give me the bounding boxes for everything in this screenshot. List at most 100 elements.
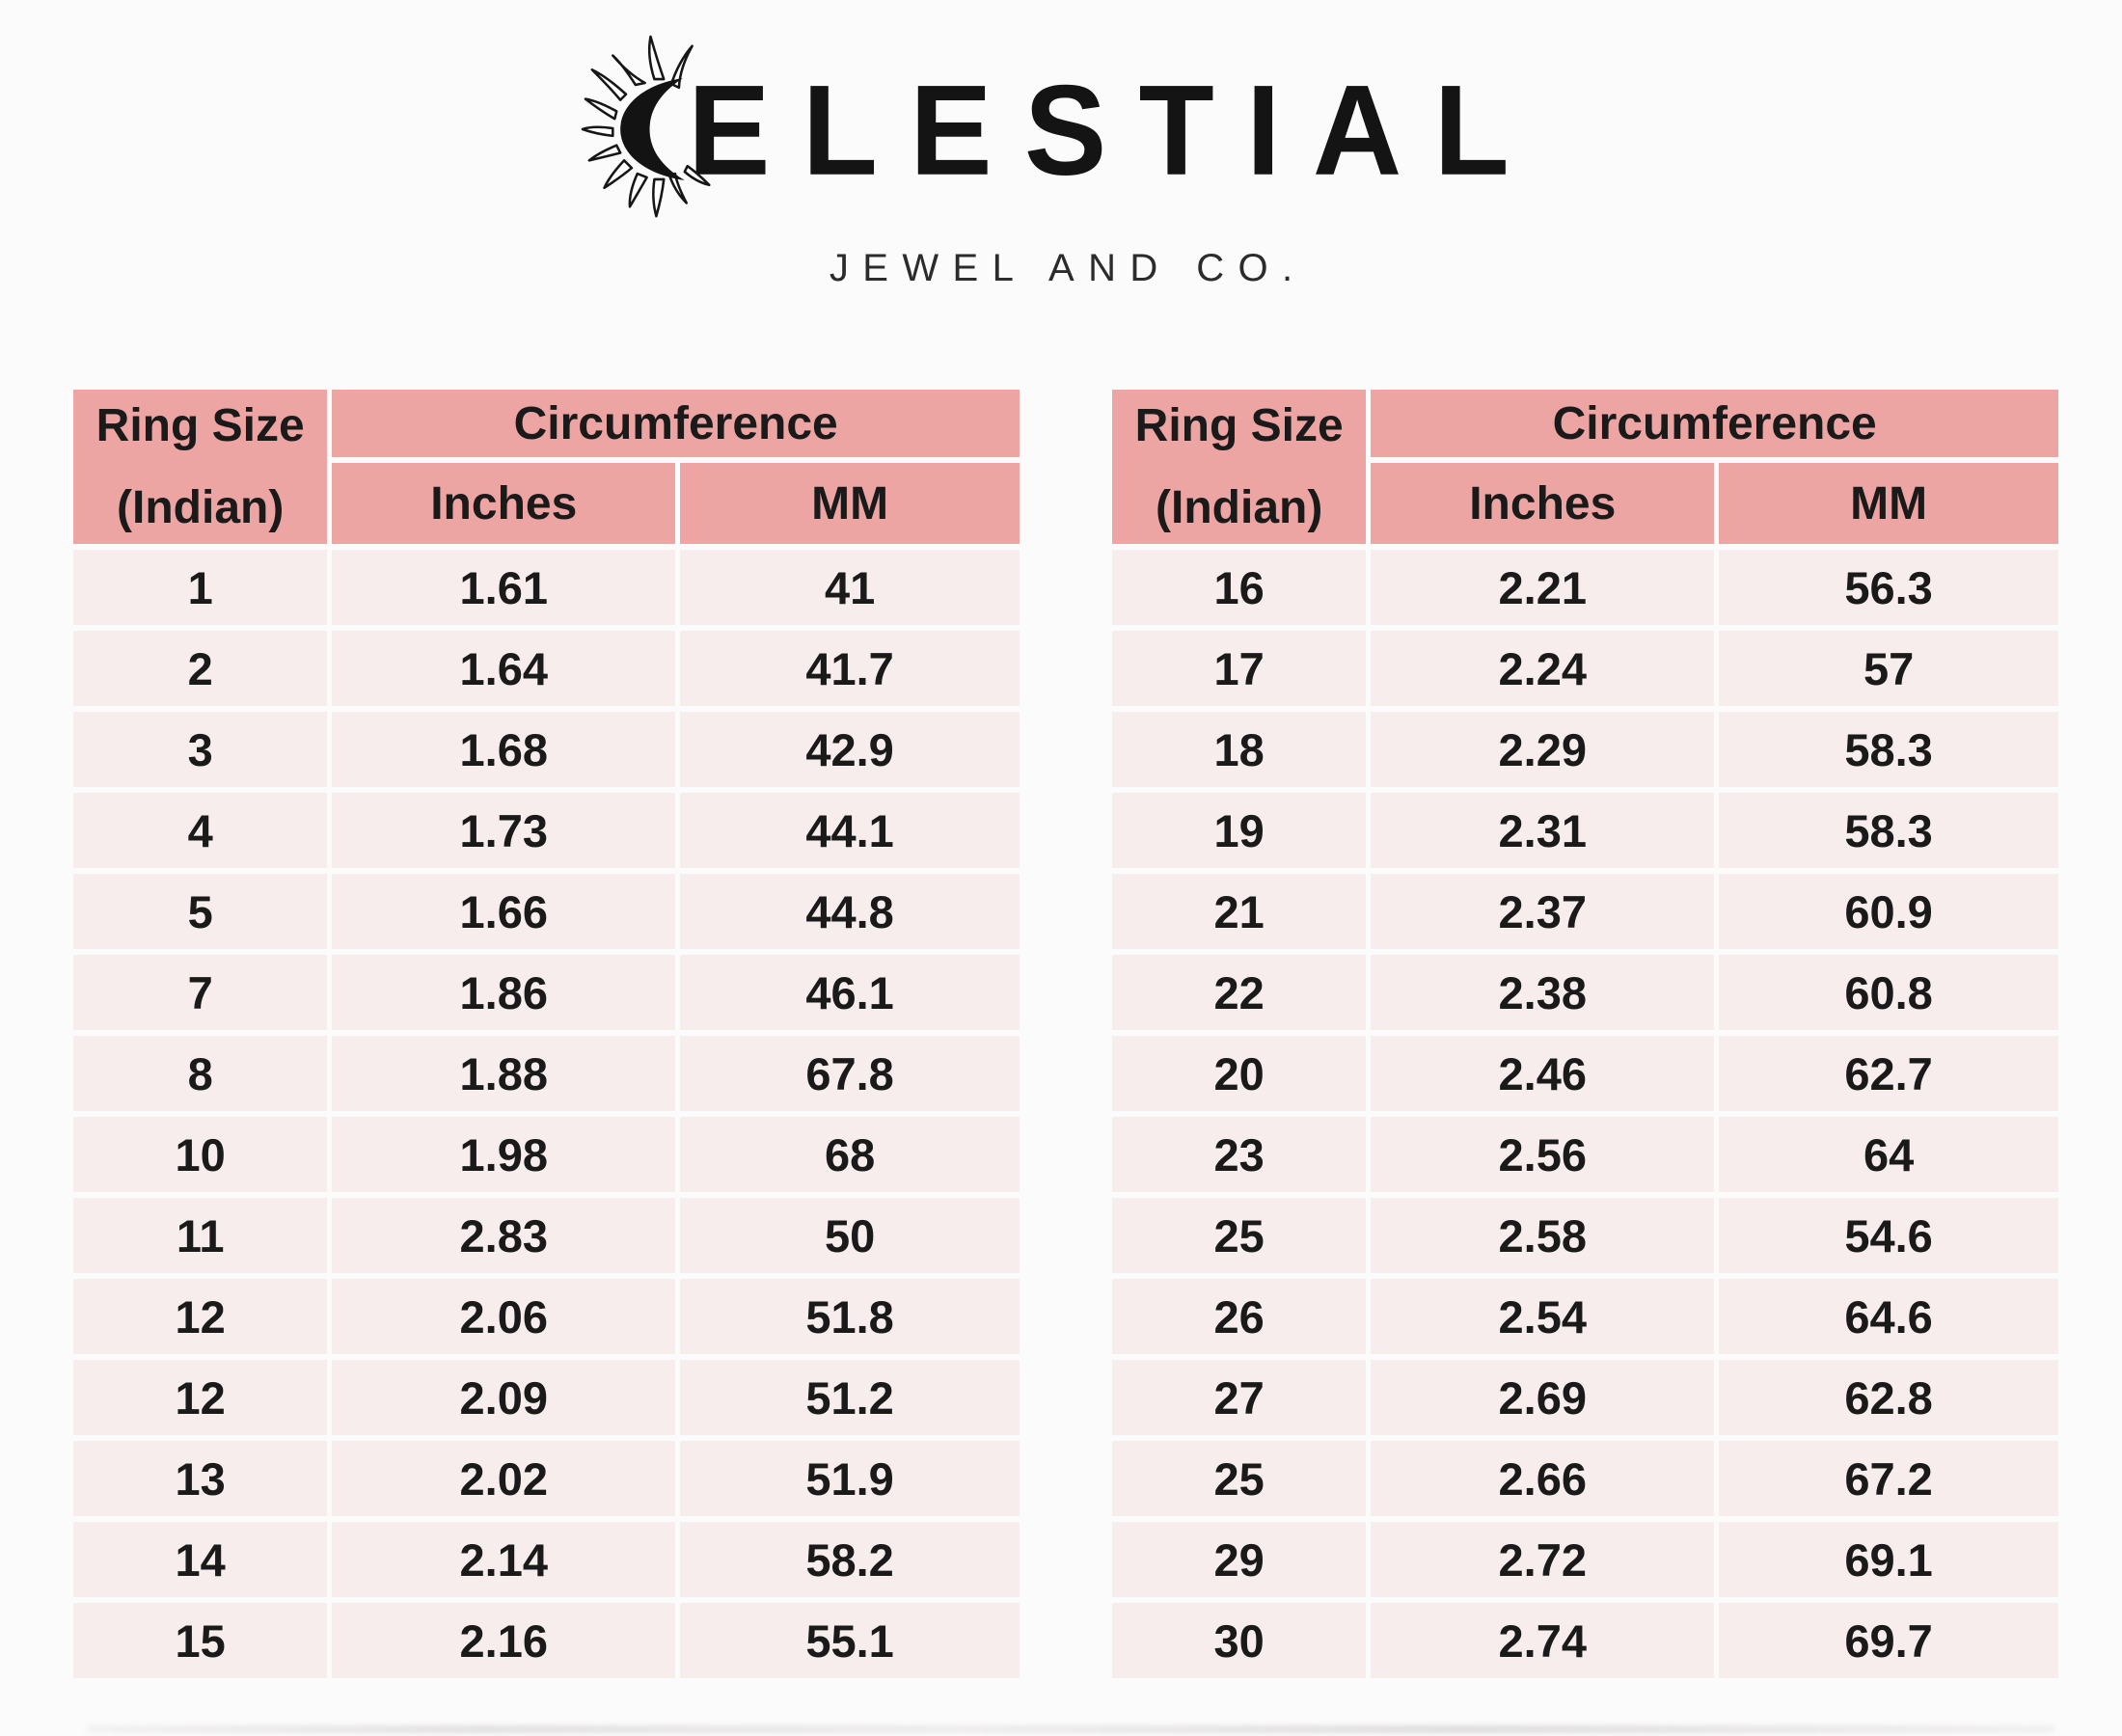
table-row: 19 2.31 58.3	[1112, 793, 2058, 868]
inches-cell: 1.64	[332, 631, 676, 706]
table-row: 1 1.61 41	[73, 550, 1020, 625]
inches-cell: 2.29	[1371, 712, 1715, 787]
ring-size-cell: 29	[1112, 1522, 1367, 1597]
inches-cell: 2.69	[1371, 1360, 1715, 1435]
inches-cell: 2.58	[1371, 1198, 1715, 1273]
table-row: 3 1.68 42.9	[73, 712, 1020, 787]
mm-cell: 51.8	[680, 1279, 1020, 1354]
table-row: 11 2.83 50	[73, 1198, 1020, 1273]
table-body-right: 16 2.21 56.3 17 2.24 57 18 2.29 58.3 19 2.31 58.3 21…	[1112, 550, 2058, 1678]
mm-cell: 62.8	[1719, 1360, 2058, 1435]
mm-cell: 60.9	[1719, 874, 2058, 949]
mm-cell: 62.7	[1719, 1036, 2058, 1111]
inches-cell: 2.66	[1371, 1441, 1715, 1516]
inches-cell: 2.37	[1371, 874, 1715, 949]
sun-crescent-icon	[581, 35, 711, 224]
inches-cell: 1.86	[332, 955, 676, 1030]
col-header-ring-size-line1: Ring Size	[95, 400, 305, 451]
table-row: 16 2.21 56.3	[1112, 550, 2058, 625]
mm-cell: 58.3	[1719, 793, 2058, 868]
inches-cell: 2.09	[332, 1360, 676, 1435]
table-row: 15 2.16 55.1	[73, 1603, 1020, 1678]
mm-cell: 64.6	[1719, 1279, 2058, 1354]
table-body-left: 1 1.61 41 2 1.64 41.7 3 1.68 42.9 4 1.73 44.1 5 1.66 4…	[73, 550, 1020, 1678]
mm-cell: 69.1	[1719, 1522, 2058, 1597]
ring-size-cell: 17	[1112, 631, 1367, 706]
ring-size-table-right: Ring Size (Indian) Circumference Inches …	[1107, 384, 2063, 1684]
table-row: 13 2.02 51.9	[73, 1441, 1020, 1516]
ring-size-cell: 11	[73, 1198, 328, 1273]
mm-cell: 69.7	[1719, 1603, 2058, 1678]
ring-size-cell: 25	[1112, 1198, 1367, 1273]
table-row: 12 2.06 51.8	[73, 1279, 1020, 1354]
mm-cell: 64	[1719, 1117, 2058, 1192]
table-row: 4 1.73 44.1	[73, 793, 1020, 868]
ring-size-cell: 19	[1112, 793, 1367, 868]
brand-tagline: JEWEL AND CO.	[829, 247, 1307, 289]
ring-size-cell: 12	[73, 1360, 328, 1435]
mm-cell: 68	[680, 1117, 1020, 1192]
mm-cell: 51.2	[680, 1360, 1020, 1435]
mm-cell: 42.9	[680, 712, 1020, 787]
inches-cell: 1.61	[332, 550, 676, 625]
mm-cell: 67.2	[1719, 1441, 2058, 1516]
mm-cell: 55.1	[680, 1603, 1020, 1678]
ring-size-cell: 21	[1112, 874, 1367, 949]
inches-cell: 2.83	[332, 1198, 676, 1273]
ring-size-cell: 20	[1112, 1036, 1367, 1111]
mm-cell: 58.3	[1719, 712, 2058, 787]
table-row: 27 2.69 62.8	[1112, 1360, 2058, 1435]
ring-size-cell: 13	[73, 1441, 328, 1516]
table-row: 12 2.09 51.2	[73, 1360, 1020, 1435]
ring-size-cell: 15	[73, 1603, 328, 1678]
ring-size-cell: 25	[1112, 1441, 1367, 1516]
inches-cell: 1.68	[332, 712, 676, 787]
mm-cell: 41	[680, 550, 1020, 625]
ring-size-cell: 7	[73, 955, 328, 1030]
table-row: 22 2.38 60.8	[1112, 955, 2058, 1030]
ring-size-cell: 2	[73, 631, 328, 706]
table-row: 2 1.64 41.7	[73, 631, 1020, 706]
ring-size-cell: 30	[1112, 1603, 1367, 1678]
mm-cell: 57	[1719, 631, 2058, 706]
inches-cell: 2.14	[332, 1522, 676, 1597]
col-header-circumference: Circumference	[332, 390, 1020, 457]
ring-size-cell: 5	[73, 874, 328, 949]
inches-cell: 2.02	[332, 1441, 676, 1516]
inches-cell: 2.24	[1371, 631, 1715, 706]
brand-name: ELESTIAL	[688, 59, 1542, 203]
brand-header: ELESTIAL JEWEL AND CO.	[0, 35, 2122, 290]
mm-cell: 51.9	[680, 1441, 1020, 1516]
inches-cell: 1.88	[332, 1036, 676, 1111]
mm-cell: 44.8	[680, 874, 1020, 949]
col-header-mm: MM	[1719, 463, 2058, 544]
mm-cell: 41.7	[680, 631, 1020, 706]
ring-size-cell: 23	[1112, 1117, 1367, 1192]
table-row: 25 2.58 54.6	[1112, 1198, 2058, 1273]
mm-cell: 54.6	[1719, 1198, 2058, 1273]
col-header-circumference: Circumference	[1371, 390, 2058, 457]
scan-artifact	[87, 1725, 2054, 1733]
inches-cell: 2.21	[1371, 550, 1715, 625]
mm-cell: 46.1	[680, 955, 1020, 1030]
ring-size-cell: 26	[1112, 1279, 1367, 1354]
inches-cell: 1.98	[332, 1117, 676, 1192]
table-row: 14 2.14 58.2	[73, 1522, 1020, 1597]
table-row: 20 2.46 62.7	[1112, 1036, 2058, 1111]
table-row: 23 2.56 64	[1112, 1117, 2058, 1192]
inches-cell: 2.72	[1371, 1522, 1715, 1597]
mm-cell: 67.8	[680, 1036, 1020, 1111]
table-row: 8 1.88 67.8	[73, 1036, 1020, 1111]
table-row: 10 1.98 68	[73, 1117, 1020, 1192]
table-row: 25 2.66 67.2	[1112, 1441, 2058, 1516]
ring-size-cell: 12	[73, 1279, 328, 1354]
col-header-ring-size: Ring Size (Indian)	[73, 390, 328, 544]
table-row: 30 2.74 69.7	[1112, 1603, 2058, 1678]
ring-size-cell: 22	[1112, 955, 1367, 1030]
mm-cell: 44.1	[680, 793, 1020, 868]
inches-cell: 2.06	[332, 1279, 676, 1354]
ring-size-cell: 3	[73, 712, 328, 787]
table-row: 5 1.66 44.8	[73, 874, 1020, 949]
ring-size-cell: 1	[73, 550, 328, 625]
